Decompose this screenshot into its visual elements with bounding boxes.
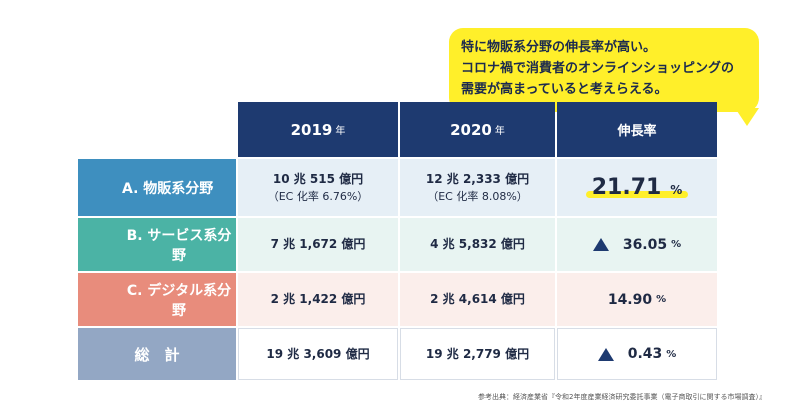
header-2020: 2020 年 bbox=[400, 102, 555, 157]
row-c-label: C. デジタル系分野 bbox=[78, 273, 236, 326]
row-total-rate-unit: % bbox=[666, 348, 677, 360]
row-b-label: B. サービス系分野 bbox=[78, 218, 236, 271]
header-2020-year: 2020 bbox=[450, 120, 492, 139]
row-b-rate-unit: % bbox=[671, 239, 682, 250]
triangle-up-icon bbox=[592, 238, 609, 251]
row-a-2020-value: 12 兆 2,333 億円 bbox=[425, 171, 530, 186]
callout-line-2: コロナ禍で消費者のオンラインショッピングの bbox=[461, 61, 735, 76]
row-b-2019: 7 兆 1,672 億円 bbox=[238, 218, 398, 271]
source-footnote: 参考出典：経済産業省『令和2年度産業経済研究委託事業（電子商取引に関する市場調査… bbox=[478, 393, 766, 401]
triangle-up-icon bbox=[597, 347, 614, 361]
row-total-rate: 0.43% bbox=[557, 328, 717, 380]
header-2019-suffix: 年 bbox=[335, 126, 346, 137]
row-a-2019-ec-rate: （EC 化率 6.76%） bbox=[267, 189, 369, 203]
callout-line-1: 特に物販系分野の伸長率が高い。 bbox=[461, 40, 657, 55]
callout-tail bbox=[735, 108, 759, 126]
header-2020-suffix: 年 bbox=[494, 126, 505, 137]
row-a-rate: 21.71 % bbox=[557, 159, 717, 216]
row-b-rate-value: 36.05 bbox=[622, 236, 668, 253]
row-a-2020-ec-rate: （EC 化率 8.08%） bbox=[427, 189, 528, 203]
callout-bubble: 特に物販系分野の伸長率が高い。 コロナ禍で消費者のオンラインショッピングの 需要… bbox=[449, 28, 759, 112]
callout-line-3: 需要が高まっていると考えらえる。 bbox=[461, 82, 668, 97]
header-2019-year: 2019 bbox=[290, 120, 333, 139]
row-a-label: A. 物販系分野 bbox=[78, 159, 236, 216]
row-total-2019: 19 兆 3,609 億円 bbox=[238, 328, 398, 380]
row-total-rate-value: 0.43 bbox=[627, 346, 663, 362]
row-c-rate-value: 14.90 bbox=[607, 291, 653, 308]
yellow-highlight bbox=[585, 191, 689, 198]
row-a-2020: 12 兆 2,333 億円 （EC 化率 8.08%） bbox=[400, 159, 555, 216]
row-b-rate: 36.05% bbox=[557, 218, 717, 271]
row-a-rate-highlighted: 21.71 % bbox=[585, 175, 689, 200]
row-b-2020: 4 兆 5,832 億円 bbox=[400, 218, 555, 271]
header-growth-rate: 伸長率 bbox=[557, 102, 717, 157]
row-total-2020: 19 兆 2,779 億円 bbox=[400, 328, 555, 380]
row-a-rate-value: 21.71 bbox=[591, 175, 662, 200]
row-c-rate-unit: % bbox=[656, 294, 667, 305]
row-a-2019-value: 10 兆 515 億円 bbox=[272, 171, 364, 186]
header-2019: 2019 年 bbox=[238, 102, 398, 157]
row-c-2019: 2 兆 1,422 億円 bbox=[238, 273, 398, 326]
row-a-rate-unit: % bbox=[670, 183, 683, 197]
row-c-2020: 2 兆 4,614 億円 bbox=[400, 273, 555, 326]
row-total-label: 総 計 bbox=[78, 328, 236, 380]
row-a-2019: 10 兆 515 億円 （EC 化率 6.76%） bbox=[238, 159, 398, 216]
row-c-rate: 14.90% bbox=[557, 273, 717, 326]
